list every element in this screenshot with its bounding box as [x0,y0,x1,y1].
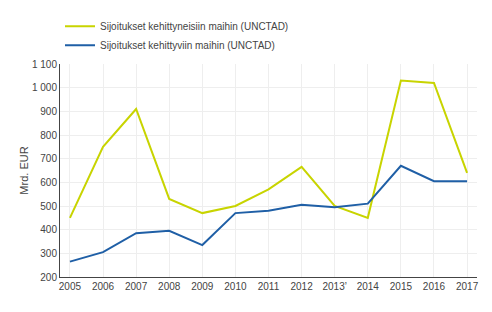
svg-text:2006: 2006 [92,281,115,292]
svg-text:500: 500 [40,201,57,212]
svg-text:Sijoitukset kehittyneisiin mai: Sijoitukset kehittyneisiin maihin (UNCTA… [100,21,288,32]
svg-text:2011: 2011 [258,281,280,292]
svg-text:1 000: 1 000 [32,82,57,93]
svg-text:2009: 2009 [191,281,214,292]
svg-text:600: 600 [40,177,57,188]
svg-text:400: 400 [40,224,57,235]
svg-text:300: 300 [40,248,57,259]
svg-text:2010: 2010 [224,281,247,292]
svg-text:2008: 2008 [158,281,181,292]
svg-text:1 100: 1 100 [32,59,57,70]
svg-text:800: 800 [40,130,57,141]
svg-text:2007: 2007 [125,281,148,292]
svg-text:Sijoitukset kehittyviin maihin: Sijoitukset kehittyviin maihin (UNCTAD) [100,40,275,51]
svg-text:2017: 2017 [456,281,479,292]
svg-text:2005: 2005 [59,281,82,292]
svg-text:2015: 2015 [390,281,413,292]
svg-text:2012: 2012 [290,281,313,292]
svg-text:200: 200 [40,272,57,283]
svg-text:900: 900 [40,106,57,117]
svg-text:Mrd. EUR: Mrd. EUR [18,146,30,194]
svg-text:2013ʼ: 2013ʼ [322,281,346,292]
svg-text:2014: 2014 [357,281,380,292]
svg-text:2016: 2016 [423,281,446,292]
svg-text:700: 700 [40,153,57,164]
